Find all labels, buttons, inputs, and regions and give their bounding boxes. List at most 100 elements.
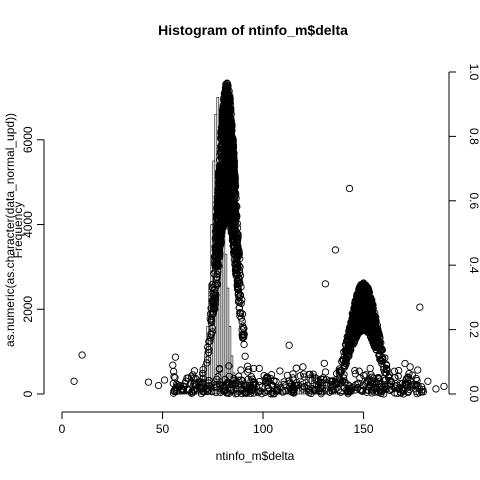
x-tick-label: 0: [59, 422, 66, 436]
scatter-point: [206, 337, 214, 345]
scatter-point: [225, 126, 233, 134]
scatter-point: [342, 348, 350, 356]
scatter-point: [267, 370, 276, 379]
scatter-point: [321, 280, 330, 288]
scatter-point: [220, 142, 228, 150]
scatter-point: [401, 359, 409, 368]
scatter-point: [347, 387, 355, 395]
scatter-point: [199, 384, 207, 393]
scatter-point: [366, 364, 374, 373]
scatter-point: [268, 388, 277, 396]
scatter-point: [215, 364, 224, 373]
scatter-point: [207, 318, 215, 327]
scatter-point: [299, 363, 307, 371]
scatter-point: [231, 216, 239, 224]
scatter-point: [154, 381, 163, 390]
scatter-point: [221, 124, 229, 132]
scatter-point: [382, 365, 391, 373]
scatter-point: [340, 379, 348, 387]
scatter-point: [211, 291, 219, 299]
x-axis: 0 50 100 150: [59, 411, 374, 436]
scatter-point: [394, 385, 403, 393]
scatter-point: [229, 380, 237, 388]
scatter-point: [366, 378, 375, 387]
scatter-point: [215, 380, 223, 389]
scatter-point: [233, 202, 241, 211]
scatter-point: [394, 372, 402, 380]
scatter-point: [351, 307, 359, 315]
scatter-point: [188, 387, 196, 396]
scatter-point: [264, 384, 273, 392]
scatter-point: [334, 385, 343, 394]
scatter-point: [187, 373, 196, 381]
scatter-point: [359, 286, 368, 295]
scatter-point: [255, 387, 263, 395]
scatter-point: [235, 246, 243, 255]
scatter-point: [208, 280, 217, 289]
histogram-bar: [224, 253, 228, 395]
scatter-point: [327, 377, 336, 385]
scatter-point: [222, 174, 230, 182]
scatter-point: [160, 376, 169, 384]
scatter-point: [331, 246, 340, 254]
scatter-point: [355, 287, 364, 295]
scatter-point: [375, 352, 384, 360]
scatter-point: [204, 348, 213, 357]
scatter-point: [219, 222, 227, 230]
scatter-point: [225, 216, 234, 224]
scatter-point: [356, 298, 364, 307]
scatter-point: [221, 187, 229, 195]
scatter-point: [390, 367, 399, 375]
y-left-tick-label: 2000: [21, 296, 35, 323]
scatter-point: [376, 347, 384, 355]
scatter-point: [382, 361, 391, 370]
y-axis-right: 0.0 0.2 0.4 0.6 0.8 1.0: [448, 64, 480, 403]
y-right-tick-label: 0.4: [467, 257, 480, 274]
scatter-point: [262, 374, 270, 383]
scatter-point: [226, 205, 235, 214]
scatter-point: [337, 368, 345, 377]
scatter-point: [231, 246, 239, 254]
y-axis-label-numeric: as.numeric(as.character(data_normal_upd)…: [3, 113, 17, 347]
scatter-point: [225, 362, 233, 370]
scatter-point: [223, 179, 231, 188]
scatter-point: [349, 315, 357, 323]
scatter-point: [213, 204, 221, 213]
y-right-tick-label: 0.2: [467, 321, 480, 338]
scatter-point: [222, 89, 230, 97]
scatter-point: [207, 330, 215, 339]
scatter-point: [274, 387, 282, 395]
scatter-point: [207, 316, 215, 325]
scatter-point: [241, 382, 250, 391]
scatter-point: [213, 217, 222, 226]
scatter-point: [399, 390, 408, 398]
scatter-point: [386, 377, 394, 385]
scatter-point: [213, 214, 221, 223]
scatter-point: [283, 371, 291, 379]
scatter-point: [209, 309, 217, 318]
scatter-point: [351, 366, 359, 375]
scatter-point: [370, 379, 378, 387]
scatter-point: [169, 361, 177, 369]
scatter-point: [440, 382, 448, 391]
scatter-point: [217, 208, 225, 217]
scatter-point: [355, 321, 364, 329]
scatter-point: [249, 380, 258, 389]
scatter-point: [332, 379, 341, 387]
scatter-point: [361, 380, 370, 388]
x-axis-label: ntinfo_m$delta: [216, 449, 295, 463]
scatter-point: [237, 366, 245, 374]
histogram-bar: [339, 392, 342, 395]
scatter-point: [346, 347, 354, 356]
scatter-point: [333, 384, 341, 392]
scatter-point: [367, 317, 376, 325]
scatter-point: [215, 262, 223, 270]
scatter-point: [405, 370, 413, 378]
scatter-point: [344, 338, 353, 346]
scatter-point: [239, 330, 248, 338]
scatter-point: [218, 152, 226, 161]
scatter-point: [244, 366, 253, 374]
scatter-point: [238, 390, 246, 398]
y-axis-left: 0 2000 4000 6000: [21, 126, 45, 397]
scatter-point: [382, 369, 390, 377]
